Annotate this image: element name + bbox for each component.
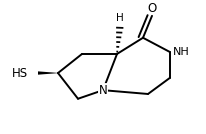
Text: HS: HS xyxy=(12,66,28,79)
Text: H: H xyxy=(116,13,124,23)
Text: O: O xyxy=(147,2,157,15)
Text: NH: NH xyxy=(173,47,190,57)
Polygon shape xyxy=(38,71,58,75)
Text: N: N xyxy=(99,84,107,97)
